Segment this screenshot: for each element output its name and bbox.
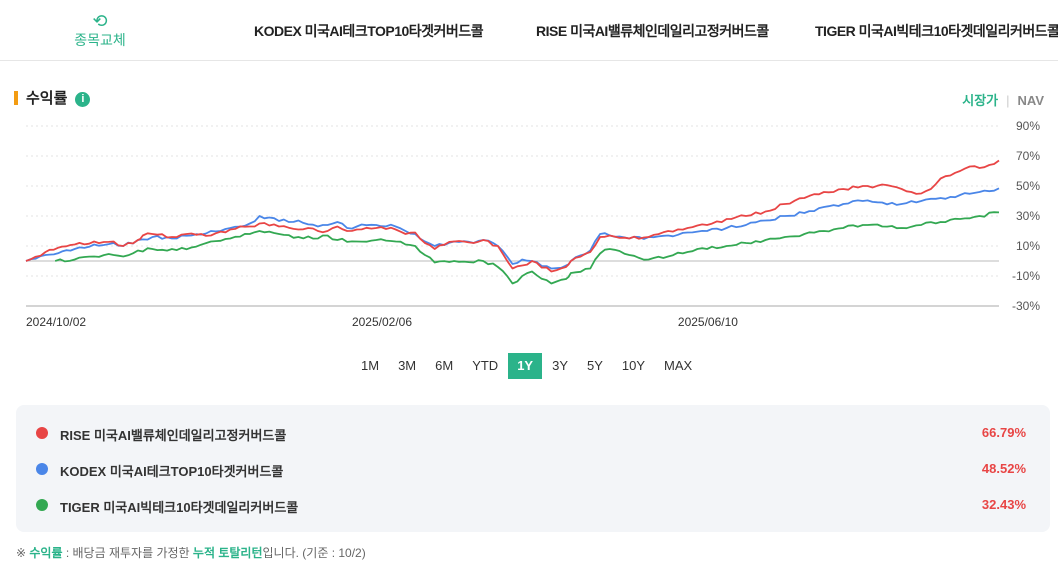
x-tick-label: 2024/10/02	[26, 315, 86, 329]
title-accent-bar	[14, 91, 18, 105]
legend-name-rise: RISE 미국AI밸류체인데일리고정커버드콜	[60, 428, 287, 443]
x-tick-label: 2025/02/06	[352, 315, 412, 329]
legend-value-kodex: 48.52%	[981, 461, 1026, 476]
series-line	[25, 159, 1000, 273]
range-6m[interactable]: 6M	[435, 358, 454, 373]
legend-value-rise: 66.79%	[981, 425, 1026, 440]
note-prefix: ※	[16, 546, 30, 560]
section-title-text: 수익률	[26, 90, 68, 107]
legend-row-kodex: KODEX 미국AI테크TOP10타겟커버드콜 48.52%	[36, 459, 1026, 479]
refresh-icon: ⟲	[92, 11, 108, 31]
series-line	[25, 187, 1000, 270]
swap-fund-label: 종목교체	[74, 32, 126, 48]
legend-dot-rise	[36, 427, 48, 439]
legend-dot-tiger	[36, 499, 48, 511]
return-chart: 90% 70% 50% 30% 10% -10% -30% 2024/10/02 2025/0…	[25, 119, 1040, 329]
range-1m[interactable]: 1M	[361, 358, 380, 373]
footnote: ※ 수익률 : 배당금 재투자를 가정한 누적 토탈리턴입니다. (기준 : 1…	[16, 544, 366, 561]
range-max[interactable]: MAX	[664, 358, 693, 373]
legend-value-tiger: 32.43%	[981, 497, 1026, 512]
note-term-return: 수익률	[29, 546, 63, 560]
x-tick-label: 2025/06/10	[678, 315, 738, 329]
price-type-toggle: 시장가 | NAV	[962, 90, 1044, 109]
legend-dot-kodex	[36, 463, 48, 475]
series-line	[54, 211, 1000, 285]
chart-lines	[25, 159, 1000, 285]
legend-name-kodex: KODEX 미국AI테크TOP10타겟커버드콜	[60, 464, 284, 479]
fund-tab-rise[interactable]: RISE 미국AI밸류체인데일리고정커버드콜	[536, 23, 769, 39]
range-5y[interactable]: 5Y	[587, 358, 603, 373]
x-axis-ticks: 2024/10/02 2025/02/06 2025/06/10	[26, 315, 738, 329]
nav-toggle[interactable]: NAV	[1017, 93, 1044, 108]
y-tick-label: 70%	[1016, 149, 1040, 163]
swap-fund-button[interactable]: ⟲ 종목교체	[60, 12, 140, 50]
info-icon[interactable]: i	[75, 92, 91, 107]
toggle-divider: |	[1006, 93, 1010, 108]
y-tick-label: 30%	[1016, 209, 1040, 223]
y-tick-label: 90%	[1016, 119, 1040, 133]
y-tick-label: 50%	[1016, 179, 1040, 193]
market-price-toggle[interactable]: 시장가	[962, 93, 999, 108]
legend-name-tiger: TIGER 미국AI빅테크10타겟데일리커버드콜	[60, 500, 299, 515]
range-selector: 1M 3M 6M YTD 1Y 3Y 5Y 10Y MAX	[352, 353, 702, 379]
range-10y[interactable]: 10Y	[621, 358, 646, 373]
range-3m[interactable]: 3M	[398, 358, 417, 373]
chart-grid	[26, 125, 999, 307]
range-ytd[interactable]: YTD	[472, 358, 499, 373]
return-legend: RISE 미국AI밸류체인데일리고정커버드콜 66.79% KODEX 미국AI…	[16, 405, 1050, 532]
note-suffix: 입니다. (기준 : 10/2)	[262, 546, 366, 560]
legend-row-tiger: TIGER 미국AI빅테크10타겟데일리커버드콜 32.43%	[36, 495, 1026, 515]
y-axis-ticks: 90% 70% 50% 30% 10% -10% -30%	[1012, 119, 1040, 313]
legend-row-rise: RISE 미국AI밸류체인데일리고정커버드콜 66.79%	[36, 423, 1026, 443]
note-mid: : 배당금 재투자를 가정한	[62, 546, 193, 560]
fund-tab-tiger[interactable]: TIGER 미국AI빅테크10타겟데일리커버드콜	[815, 23, 1058, 39]
y-tick-label: -10%	[1012, 269, 1040, 283]
y-tick-label: -30%	[1012, 299, 1040, 313]
range-1y[interactable]: 1Y	[508, 353, 543, 379]
range-3y[interactable]: 3Y	[552, 358, 568, 373]
fund-tab-kodex[interactable]: KODEX 미국AI테크TOP10타겟커버드콜	[254, 23, 484, 39]
section-title: 수익률 i	[14, 87, 91, 108]
fund-selector-bar: ⟲ 종목교체 KODEX 미국AI테크TOP10타겟커버드콜 RISE 미국AI…	[0, 0, 1058, 61]
note-term-total-return: 누적 토탈리턴	[192, 546, 263, 560]
y-tick-label: 10%	[1016, 239, 1040, 253]
